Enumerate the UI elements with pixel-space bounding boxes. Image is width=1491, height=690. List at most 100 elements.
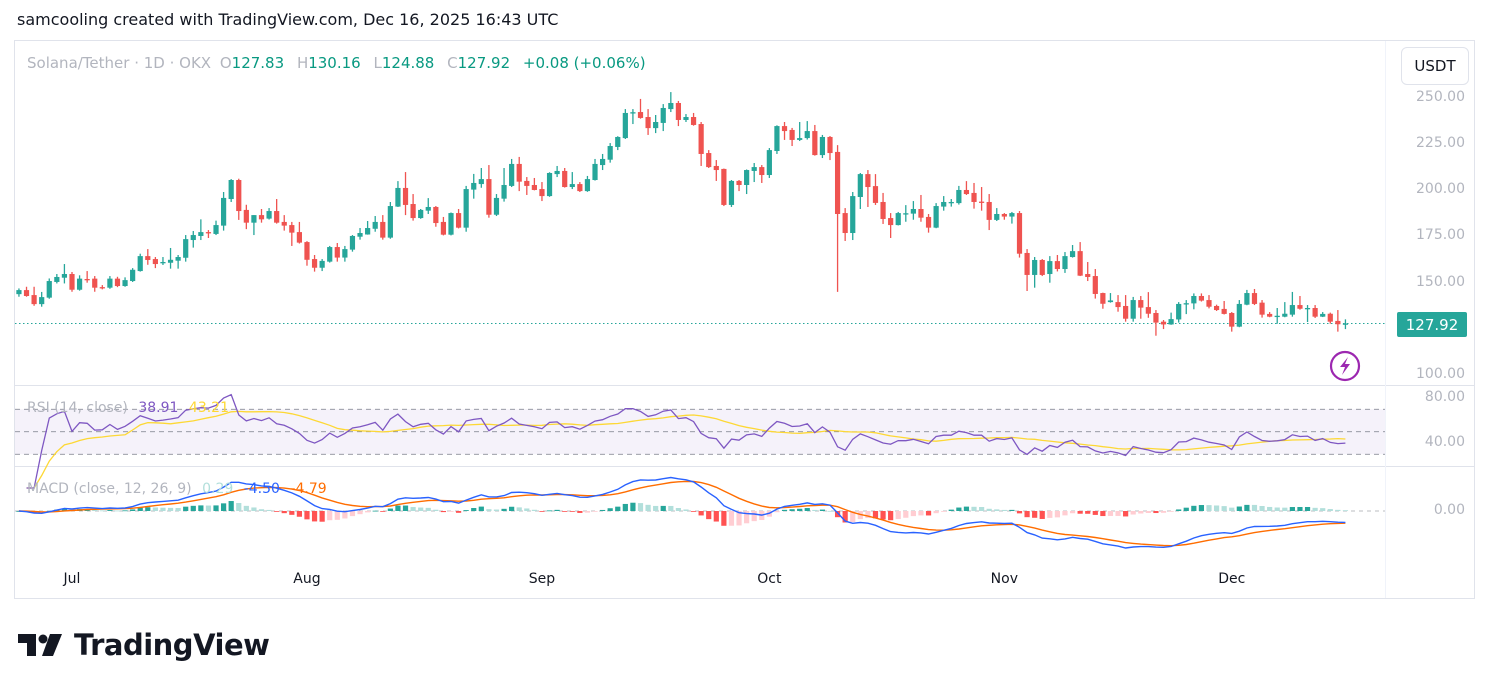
candle-body: [1069, 251, 1076, 258]
candle: [1236, 300, 1242, 328]
candle: [455, 209, 462, 229]
candle: [956, 185, 962, 205]
candle-body: [319, 260, 325, 268]
candle: [1304, 305, 1311, 323]
candle-body: [1267, 313, 1273, 317]
candle: [1327, 312, 1333, 324]
macd-histogram-bar: [903, 511, 909, 518]
candle: [1342, 319, 1349, 330]
candle-body: [198, 232, 204, 236]
candle: [1191, 293, 1197, 310]
time-axis-label: Oct: [757, 571, 782, 587]
candle: [1282, 302, 1288, 318]
candle: [1016, 211, 1023, 258]
candle-body: [167, 259, 174, 263]
macd-histogram-bar: [478, 506, 484, 511]
candle: [1009, 211, 1015, 224]
rsi-line: [26, 393, 1346, 489]
candle-body: [827, 136, 833, 154]
macd-histogram-bar: [319, 511, 325, 522]
candle: [425, 198, 431, 214]
candle: [493, 194, 500, 217]
candle: [1229, 312, 1235, 332]
candle: [653, 114, 659, 134]
candle-body: [562, 170, 568, 188]
macd-histogram-bar: [258, 509, 265, 511]
candle: [668, 92, 674, 113]
candle: [342, 245, 348, 262]
macd-label[interactable]: MACD (close, 12, 26, 9): [27, 481, 192, 497]
candle-body: [365, 228, 371, 235]
candle: [675, 100, 681, 127]
macd-histogram-bar: [1206, 505, 1212, 511]
candle: [744, 169, 750, 195]
candle: [107, 276, 113, 289]
currency-button[interactable]: USDT: [1401, 47, 1469, 85]
candle-body: [1145, 307, 1151, 314]
candle: [433, 206, 439, 227]
candle-body: [289, 225, 295, 233]
macd-histogram-bar: [251, 507, 257, 511]
candle: [221, 192, 227, 231]
candle: [562, 168, 568, 188]
candle-body: [804, 131, 810, 139]
candle-body: [645, 117, 651, 129]
macd-histogram-bar: [160, 507, 166, 511]
candle-body: [357, 233, 363, 237]
candle-body: [1024, 252, 1030, 275]
candle-body: [577, 184, 583, 192]
rsi-axis-label: 80.00: [1424, 389, 1465, 405]
candle-body: [327, 247, 333, 262]
candle-body: [880, 201, 886, 219]
macd-histogram-bar: [311, 511, 318, 522]
candle: [963, 181, 970, 195]
macd-histogram-bar: [834, 511, 841, 518]
macd-histogram-bar: [99, 510, 105, 512]
macd-histogram-bar: [274, 511, 280, 512]
candle-body: [258, 215, 265, 220]
symbol-name[interactable]: Solana/Tether · 1D · OKX: [27, 54, 212, 72]
candle-body: [509, 163, 515, 186]
pane-backgrounds: [15, 41, 1475, 598]
candle: [569, 172, 575, 190]
candle-body: [281, 221, 287, 226]
candle: [903, 205, 909, 222]
candle: [1221, 300, 1227, 315]
candle-body: [410, 204, 416, 219]
candle: [99, 285, 105, 290]
tradingview-logo-icon: [18, 634, 62, 656]
candle: [1115, 295, 1121, 312]
candle-body: [152, 259, 158, 265]
candle-body: [54, 276, 60, 282]
candle-body: [1085, 274, 1091, 277]
candle: [1130, 296, 1136, 322]
candle: [122, 277, 128, 287]
candle: [713, 160, 719, 181]
candle-body: [1138, 300, 1144, 308]
candle: [554, 165, 560, 178]
candle: [387, 201, 393, 239]
candle-body: [751, 167, 757, 171]
candle-body: [933, 206, 939, 228]
open-label: O: [219, 54, 232, 72]
candle-body: [251, 215, 257, 223]
macd-histogram-bar: [205, 505, 212, 511]
candle-body: [1160, 321, 1167, 325]
candle: [1145, 292, 1151, 318]
candle: [706, 150, 712, 169]
candle-body: [622, 112, 628, 139]
macd-histogram-bar: [1153, 511, 1159, 514]
macd-histogram-bar: [304, 511, 310, 520]
candle: [418, 209, 424, 219]
rsi-label[interactable]: RSI (14, close): [27, 400, 128, 416]
candle: [1047, 256, 1053, 283]
macd-histogram-bar: [577, 511, 583, 513]
time-axis-label: Aug: [293, 571, 321, 587]
candle: [895, 211, 901, 226]
macd-histogram-bar: [1259, 506, 1265, 511]
candle-body: [1092, 276, 1098, 294]
candle-body: [842, 213, 848, 234]
candle: [516, 156, 522, 192]
lightning-icon[interactable]: [1329, 350, 1361, 382]
